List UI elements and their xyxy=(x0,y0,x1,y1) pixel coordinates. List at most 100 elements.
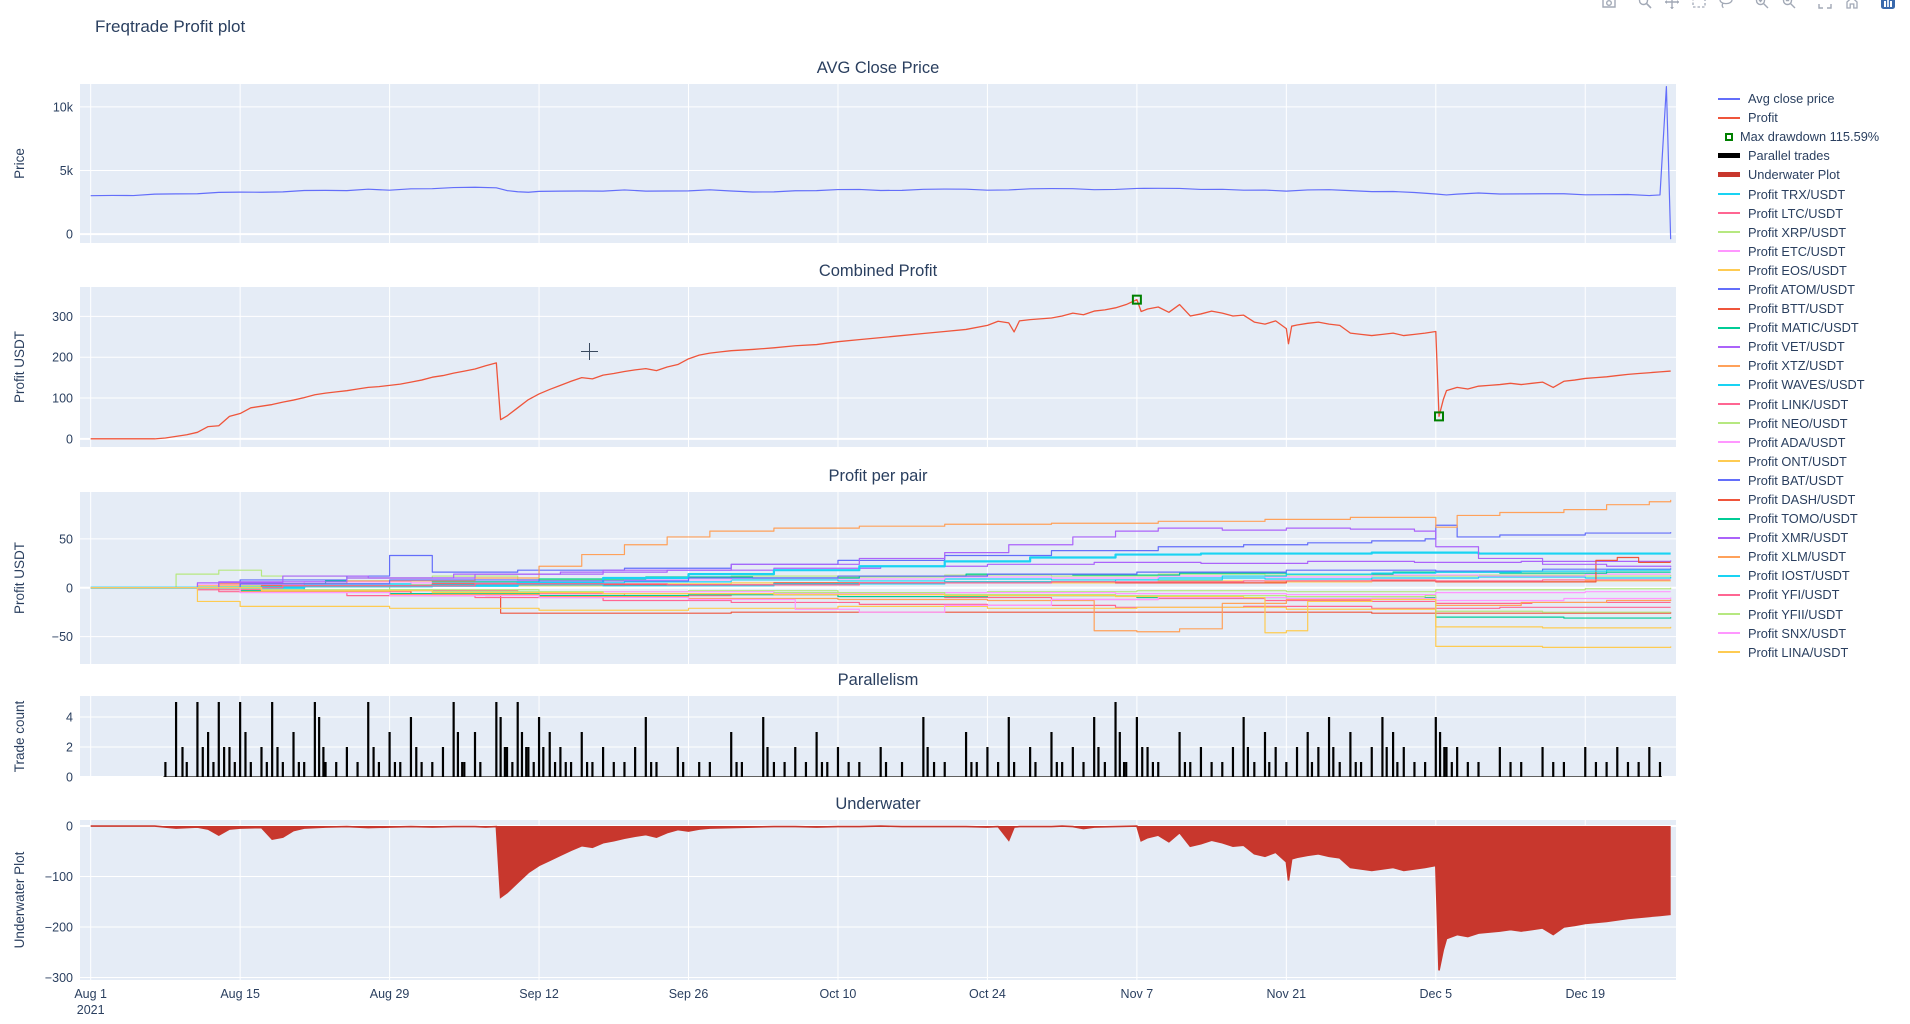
legend-swatch-line-icon xyxy=(1718,193,1740,196)
legend-label: Profit EOS/USDT xyxy=(1748,262,1847,278)
legend-item[interactable]: Profit BAT/USDT xyxy=(1718,471,1908,490)
legend-label: Profit YFI/USDT xyxy=(1748,587,1840,603)
legend-swatch-line-icon xyxy=(1718,288,1740,291)
legend-item[interactable]: Avg close price xyxy=(1718,89,1908,108)
legend-label: Avg close price xyxy=(1748,91,1835,107)
legend-label: Profit XTZ/USDT xyxy=(1748,358,1844,374)
legend-swatch-line-icon xyxy=(1718,441,1740,444)
svg-text:4: 4 xyxy=(66,711,73,725)
legend-item[interactable]: Profit ATOM/USDT xyxy=(1718,280,1908,299)
legend-item[interactable]: Profit TOMO/USDT xyxy=(1718,509,1908,528)
legend-label: Profit xyxy=(1748,110,1778,126)
legend-item[interactable]: Profit YFII/USDT xyxy=(1718,605,1908,624)
svg-text:Trade count: Trade count xyxy=(12,700,27,772)
svg-text:Price: Price xyxy=(12,148,27,179)
svg-text:Combined Profit: Combined Profit xyxy=(819,262,938,280)
svg-text:Profit per pair: Profit per pair xyxy=(828,467,928,485)
legend-item[interactable]: Profit NEO/USDT xyxy=(1718,414,1908,433)
svg-text:Sep 26: Sep 26 xyxy=(669,987,709,1001)
legend-label: Profit ETC/USDT xyxy=(1748,243,1846,259)
legend-swatch-line-icon xyxy=(1718,269,1740,272)
legend-item[interactable]: Profit MATIC/USDT xyxy=(1718,318,1908,337)
reset-axes-icon[interactable] xyxy=(1840,0,1864,13)
legend-label: Profit NEO/USDT xyxy=(1748,415,1848,431)
svg-text:−50: −50 xyxy=(52,630,73,644)
legend-label: Profit IOST/USDT xyxy=(1748,568,1850,584)
legend-item[interactable]: Profit ETC/USDT xyxy=(1718,242,1908,261)
legend-item[interactable]: Profit LINK/USDT xyxy=(1718,395,1908,414)
legend-swatch-line-icon xyxy=(1718,97,1740,100)
legend-label: Profit DASH/USDT xyxy=(1748,492,1856,508)
legend-item[interactable]: Profit LINA/USDT xyxy=(1718,643,1908,662)
zoom-out-icon[interactable] xyxy=(1777,0,1801,13)
legend-item[interactable]: Parallel trades xyxy=(1718,146,1908,165)
legend-swatch-line-icon xyxy=(1718,116,1740,119)
legend-item[interactable]: Underwater Plot xyxy=(1718,165,1908,184)
legend-item[interactable]: Profit ONT/USDT xyxy=(1718,452,1908,471)
svg-text:Oct 24: Oct 24 xyxy=(969,987,1006,1001)
legend-item[interactable]: Profit LTC/USDT xyxy=(1718,204,1908,223)
page-title: Freqtrade Profit plot xyxy=(95,17,246,36)
zoom-in-icon[interactable] xyxy=(1750,0,1774,13)
legend-item[interactable]: Profit XRP/USDT xyxy=(1718,223,1908,242)
legend-swatch-thick-icon xyxy=(1718,153,1740,159)
legend-item[interactable]: Profit ADA/USDT xyxy=(1718,433,1908,452)
legend-swatch-line-icon xyxy=(1718,479,1740,482)
svg-text:Dec 5: Dec 5 xyxy=(1419,987,1452,1001)
legend-label: Profit XLM/USDT xyxy=(1748,549,1847,565)
box-select-icon[interactable] xyxy=(1687,0,1711,13)
legend-swatch-line-icon xyxy=(1718,250,1740,253)
legend-label: Profit SNX/USDT xyxy=(1748,625,1847,641)
legend-label: Profit XRP/USDT xyxy=(1748,224,1847,240)
legend-item[interactable]: Profit TRX/USDT xyxy=(1718,184,1908,203)
legend-item[interactable]: Max drawdown 115.59% xyxy=(1718,127,1908,146)
svg-text:−300: −300 xyxy=(45,971,73,985)
zoom-icon[interactable] xyxy=(1633,0,1657,13)
legend-swatch-line-icon xyxy=(1718,364,1740,367)
download-plot-icon[interactable] xyxy=(1597,0,1621,13)
legend-item[interactable]: Profit XMR/USDT xyxy=(1718,528,1908,547)
svg-text:Aug 15: Aug 15 xyxy=(220,987,260,1001)
legend: Avg close price Profit Max drawdown 115.59… xyxy=(1718,89,1908,662)
svg-text:300: 300 xyxy=(52,310,73,324)
svg-text:Aug 29: Aug 29 xyxy=(370,987,410,1001)
lasso-select-icon[interactable] xyxy=(1714,0,1738,13)
legend-label: Parallel trades xyxy=(1748,148,1830,164)
legend-item[interactable]: Profit SNX/USDT xyxy=(1718,624,1908,643)
legend-item[interactable]: Profit YFI/USDT xyxy=(1718,585,1908,604)
legend-item[interactable]: Profit EOS/USDT xyxy=(1718,261,1908,280)
legend-swatch-line-icon xyxy=(1718,326,1740,329)
legend-item[interactable]: Profit XTZ/USDT xyxy=(1718,356,1908,375)
legend-swatch-line-icon xyxy=(1718,231,1740,234)
legend-item[interactable]: Profit BTT/USDT xyxy=(1718,299,1908,318)
legend-item[interactable]: Profit VET/USDT xyxy=(1718,337,1908,356)
legend-item[interactable]: Profit XLM/USDT xyxy=(1718,547,1908,566)
legend-label: Profit BAT/USDT xyxy=(1748,472,1844,488)
legend-swatch-line-icon xyxy=(1718,212,1740,215)
legend-swatch-line-icon xyxy=(1718,460,1740,463)
legend-swatch-square-icon xyxy=(1725,132,1733,141)
legend-item[interactable]: Profit DASH/USDT xyxy=(1718,490,1908,509)
plotly-logo-icon[interactable] xyxy=(1876,0,1900,13)
legend-label: Profit LTC/USDT xyxy=(1748,205,1844,221)
svg-text:Aug 1: Aug 1 xyxy=(74,987,107,1001)
legend-swatch-line-icon xyxy=(1718,498,1740,501)
svg-text:0: 0 xyxy=(66,581,73,595)
legend-swatch-line-icon xyxy=(1718,307,1740,310)
svg-text:Parallelism: Parallelism xyxy=(838,671,919,689)
legend-item[interactable]: Profit IOST/USDT xyxy=(1718,566,1908,585)
pan-icon[interactable] xyxy=(1660,0,1684,13)
svg-text:10k: 10k xyxy=(53,100,74,114)
legend-item[interactable]: Profit WAVES/USDT xyxy=(1718,375,1908,394)
legend-label: Underwater Plot xyxy=(1748,167,1840,183)
legend-item[interactable]: Profit xyxy=(1718,108,1908,127)
legend-label: Profit MATIC/USDT xyxy=(1748,320,1859,336)
svg-text:Nov 7: Nov 7 xyxy=(1121,987,1154,1001)
svg-text:Oct 10: Oct 10 xyxy=(820,987,857,1001)
svg-text:100: 100 xyxy=(52,392,73,406)
legend-label: Profit ONT/USDT xyxy=(1748,453,1847,469)
legend-label: Profit VET/USDT xyxy=(1748,339,1845,355)
svg-text:Underwater Plot: Underwater Plot xyxy=(12,851,27,948)
